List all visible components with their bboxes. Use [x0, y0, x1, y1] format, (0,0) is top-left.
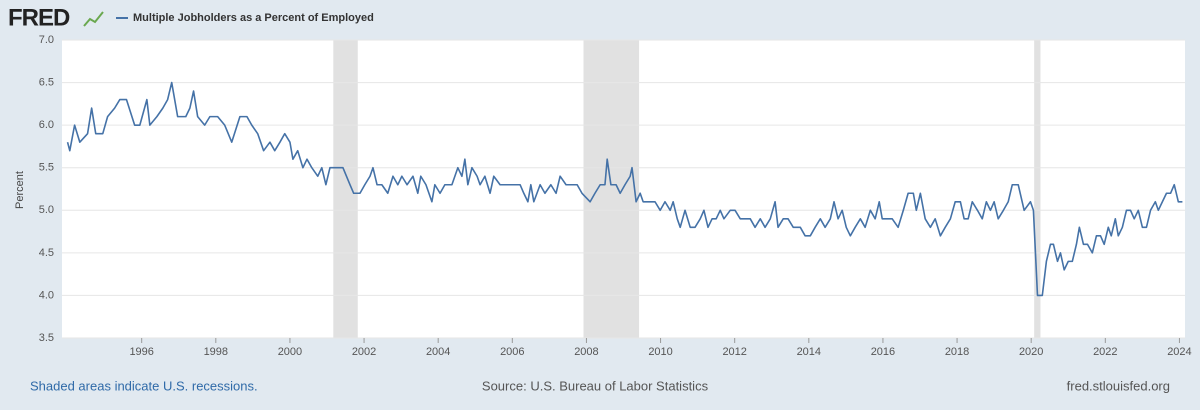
x-tick-label: 2014: [797, 346, 821, 358]
y-axis-label: Percent: [14, 171, 26, 209]
x-tick-label: 2000: [278, 346, 302, 358]
x-tick-label: 2024: [1167, 346, 1191, 358]
source: Source: U.S. Bureau of Labor Statistics: [482, 378, 709, 393]
logo: FRED: [8, 4, 70, 31]
y-tick-label: 6.5: [39, 76, 54, 88]
recession-note: Shaded areas indicate U.S. recessions.: [30, 378, 258, 393]
x-tick-label: 2004: [426, 346, 450, 358]
x-tick-label: 2010: [648, 346, 672, 358]
legend-label: Multiple Jobholders as a Percent of Empl…: [133, 12, 374, 24]
y-tick-label: 5.5: [39, 162, 54, 174]
x-tick-label: 2020: [1019, 346, 1043, 358]
recession-band: [583, 40, 640, 338]
y-tick-label: 4.0: [39, 289, 54, 301]
x-tick-label: 1998: [204, 346, 228, 358]
y-tick-label: 5.0: [39, 204, 54, 216]
recession-band: [1034, 40, 1041, 338]
y-tick-label: 7.0: [39, 34, 54, 46]
site: fred.stlouisfed.org: [1067, 378, 1170, 393]
x-tick-label: 2022: [1093, 346, 1117, 358]
x-tick-label: 2016: [871, 346, 895, 358]
x-tick-label: 2012: [722, 346, 746, 358]
recession-band: [333, 40, 358, 338]
x-tick-label: 2006: [500, 346, 524, 358]
x-tick-label: 2002: [352, 346, 376, 358]
y-tick-label: 4.5: [39, 247, 54, 259]
x-tick-label: 1996: [129, 346, 153, 358]
y-tick-label: 3.5: [39, 332, 54, 344]
x-tick-label: 2008: [574, 346, 598, 358]
x-tick-label: 2018: [945, 346, 969, 358]
data-line: [66, 81, 1183, 297]
logo-icon: [83, 11, 104, 27]
y-tick-label: 6.0: [39, 119, 54, 131]
